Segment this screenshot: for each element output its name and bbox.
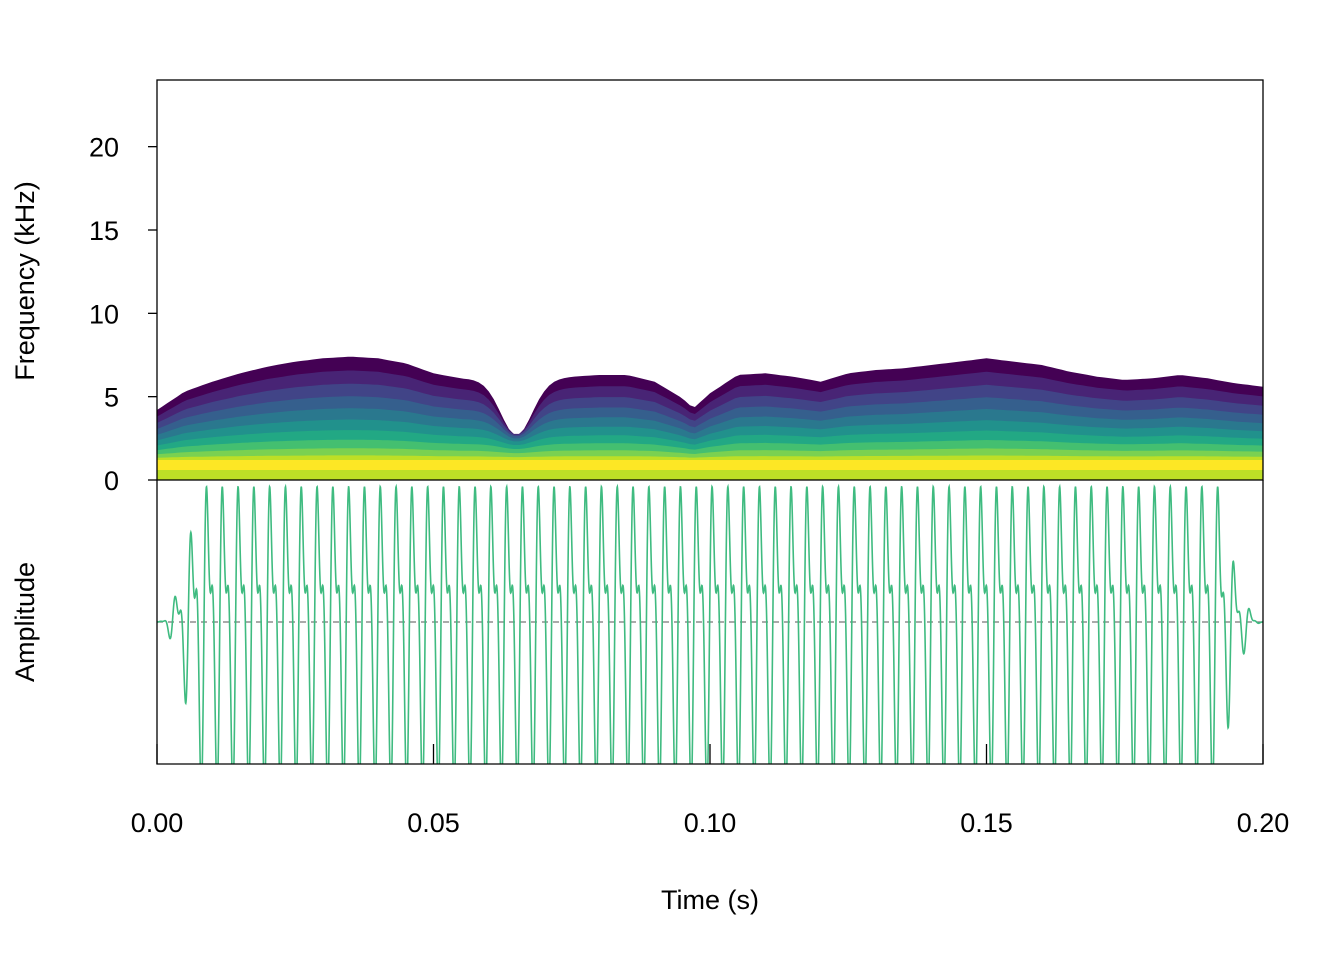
time-tick-label: 0.20 [1237,808,1290,838]
energy-band-floor [157,470,1263,480]
time-tick-label: 0.05 [407,808,460,838]
time-tick-label: 0.00 [131,808,184,838]
frequency-tick-label: 0 [104,466,119,496]
frequency-tick-label: 20 [89,133,119,163]
time-axis-label: Time (s) [661,885,759,915]
time-axis-ticks: 0.00 0.05 0.10 0.15 0.20 [131,744,1290,838]
oscillogram-panel: 0.00 0.05 0.10 0.15 0.20 Amplitude Time (s) [10,480,1289,915]
spectrogram-contours [157,356,1263,480]
time-tick-label: 0.10 [684,808,737,838]
spectrogram-frame [156,79,1264,481]
waveform-line [157,483,1263,764]
frequency-tick-label: 15 [89,216,119,246]
amplitude-axis-label: Amplitude [10,562,40,682]
time-tick-label: 0.15 [960,808,1013,838]
frequency-axis-ticks: 0 5 10 15 20 [89,133,157,496]
frequency-tick-label: 5 [104,383,119,413]
energy-band-core [157,463,1263,470]
spectrogram-panel: 0 5 10 15 20 Frequency (kHz) [10,79,1264,496]
frequency-tick-label: 10 [89,299,119,329]
frequency-axis-label: Frequency (kHz) [10,181,40,381]
